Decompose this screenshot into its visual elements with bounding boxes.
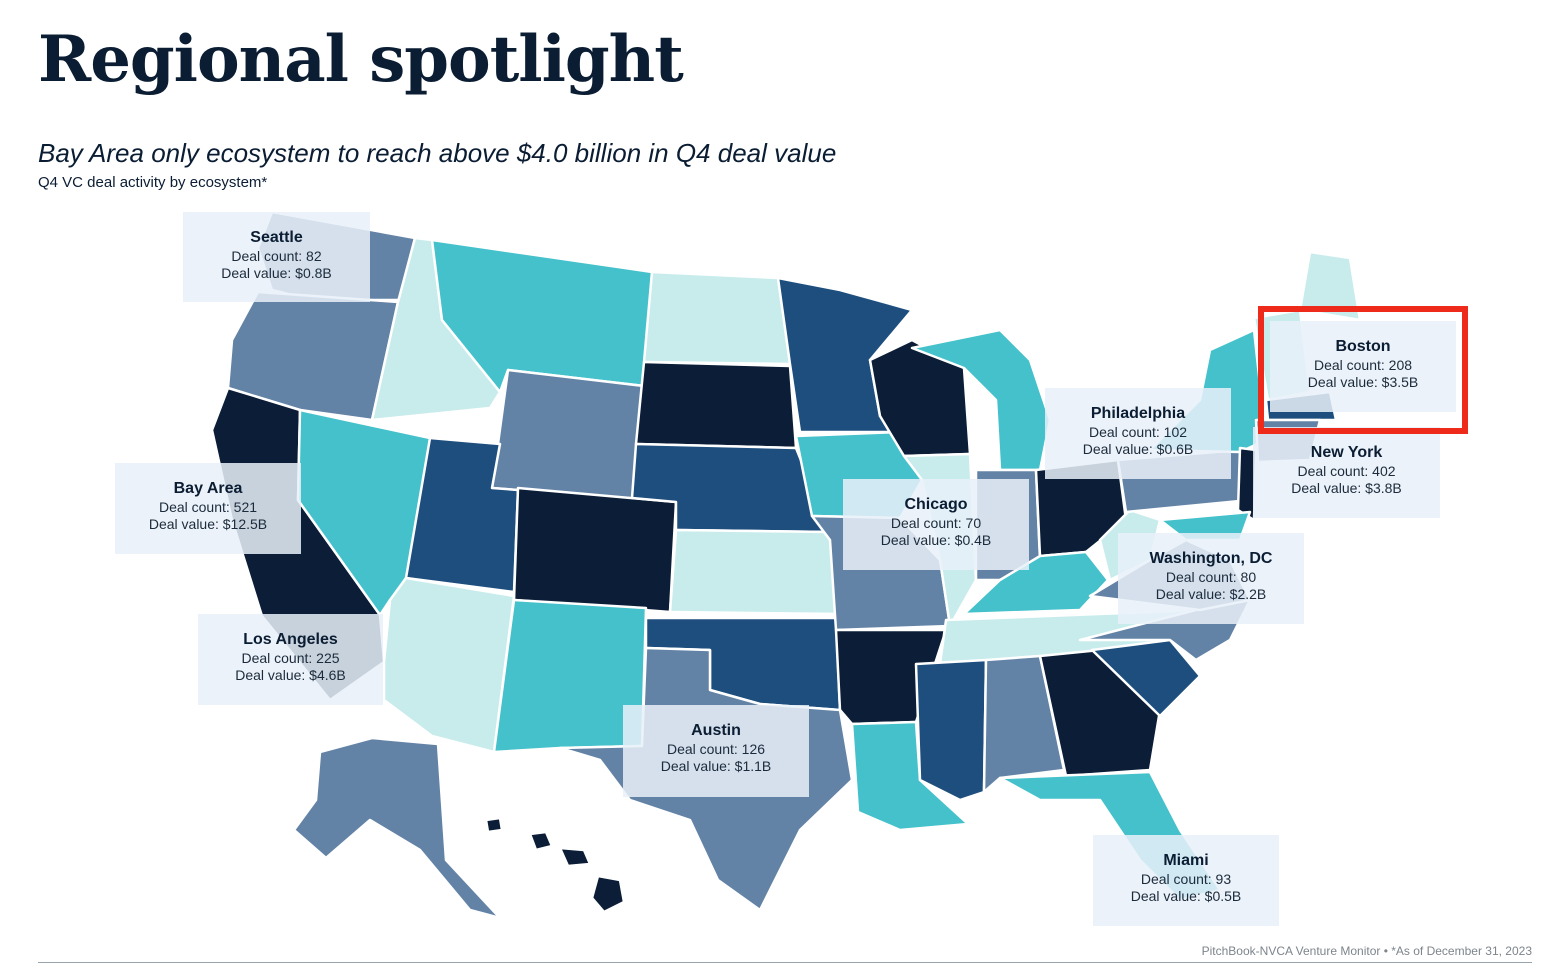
callout-philadelphia-name: Philadelphia <box>1090 405 1186 422</box>
state-arizona <box>382 576 516 754</box>
callout-austin: Austin Deal count: 126 Deal value: $1.1B <box>623 705 809 797</box>
callout-new-york-name: New York <box>1310 444 1383 461</box>
callout-boston: Boston Deal count: 208 Deal value: $3.5B <box>1270 321 1456 412</box>
callout-chicago-name: Chicago <box>904 496 968 513</box>
state-north-dakota <box>642 270 792 366</box>
state-kansas <box>668 528 842 616</box>
callout-washington-dc: Washington, DC Deal count: 80 Deal value… <box>1118 533 1304 624</box>
callout-washington-dc-name: Washington, DC <box>1149 550 1273 567</box>
chart-caption: Q4 VC deal activity by ecosystem* <box>38 174 268 191</box>
callout-boston-count: Deal count: 208 <box>1313 357 1413 373</box>
state-kentucky <box>962 550 1110 616</box>
state-hawaii-kauai <box>484 816 504 834</box>
callout-los-angeles-count: Deal count: 225 <box>241 650 340 666</box>
callout-bay-area-count: Deal count: 521 <box>158 499 258 515</box>
state-new-jersey <box>1236 446 1258 522</box>
callout-philadelphia-count: Deal count: 102 <box>1088 424 1188 440</box>
state-hawaii-big-island <box>590 874 626 914</box>
state-south-dakota <box>634 360 798 450</box>
callout-washington-dc-count: Deal count: 80 <box>1165 569 1257 585</box>
state-alaska <box>292 736 502 920</box>
state-colorado <box>512 486 678 614</box>
callout-seattle: Seattle Deal count: 82 Deal value: $0.8B <box>183 212 370 302</box>
callout-chicago: Chicago Deal count: 70 Deal value: $0.4B <box>843 479 1029 570</box>
callout-boston-value: Deal value: $3.5B <box>1307 374 1419 390</box>
callout-austin-value: Deal value: $1.1B <box>660 758 772 774</box>
callout-austin-count: Deal count: 126 <box>666 741 766 757</box>
callout-bay-area: Bay Area Deal count: 521 Deal value: $12… <box>115 463 301 554</box>
state-south-carolina <box>1090 638 1202 718</box>
callout-bay-area-value: Deal value: $12.5B <box>148 516 268 532</box>
callout-seattle-value: Deal value: $0.8B <box>221 265 332 281</box>
state-wyoming <box>490 368 646 502</box>
callout-boston-name: Boston <box>1335 338 1391 355</box>
callout-philadelphia-value: Deal value: $0.6B <box>1082 441 1194 457</box>
callout-new-york-count: Deal count: 402 <box>1297 463 1396 479</box>
callout-miami-count: Deal count: 93 <box>1140 871 1232 887</box>
callout-new-york-value: Deal value: $3.8B <box>1291 480 1402 496</box>
callout-miami-value: Deal value: $0.5B <box>1130 888 1242 904</box>
callout-bay-area-name: Bay Area <box>173 480 243 497</box>
callout-los-angeles-value: Deal value: $4.6B <box>235 667 346 683</box>
callout-los-angeles: Los Angeles Deal count: 225 Deal value: … <box>198 614 383 705</box>
callout-miami: Miami Deal count: 93 Deal value: $0.5B <box>1093 835 1279 926</box>
callout-austin-name: Austin <box>691 722 741 739</box>
boston-highlight-box <box>1258 306 1468 434</box>
state-mississippi <box>914 658 988 802</box>
page-subtitle: Bay Area only ecosystem to reach above $… <box>38 138 837 168</box>
callout-miami-name: Miami <box>1163 852 1209 869</box>
source-note: PitchBook-NVCA Venture Monitor • *As of … <box>1201 944 1532 958</box>
callout-washington-dc-value: Deal value: $2.2B <box>1155 586 1267 602</box>
callout-los-angeles-name: Los Angeles <box>243 631 338 648</box>
footer-rule <box>38 962 1532 963</box>
callout-chicago-value: Deal value: $0.4B <box>880 532 992 548</box>
state-hawaii-maui <box>558 846 592 868</box>
page-title: Regional spotlight <box>38 22 684 97</box>
state-hawaii-oahu <box>528 830 554 852</box>
callout-seattle-name: Seattle <box>250 229 303 246</box>
state-maine <box>1298 250 1362 322</box>
callout-chicago-count: Deal count: 70 <box>890 515 982 531</box>
callout-seattle-count: Deal count: 82 <box>231 248 322 264</box>
callout-new-york: New York Deal count: 402 Deal value: $3.… <box>1253 427 1440 518</box>
callout-philadelphia: Philadelphia Deal count: 102 Deal value:… <box>1045 388 1231 479</box>
state-louisiana <box>850 720 970 832</box>
state-alabama <box>982 654 1066 794</box>
